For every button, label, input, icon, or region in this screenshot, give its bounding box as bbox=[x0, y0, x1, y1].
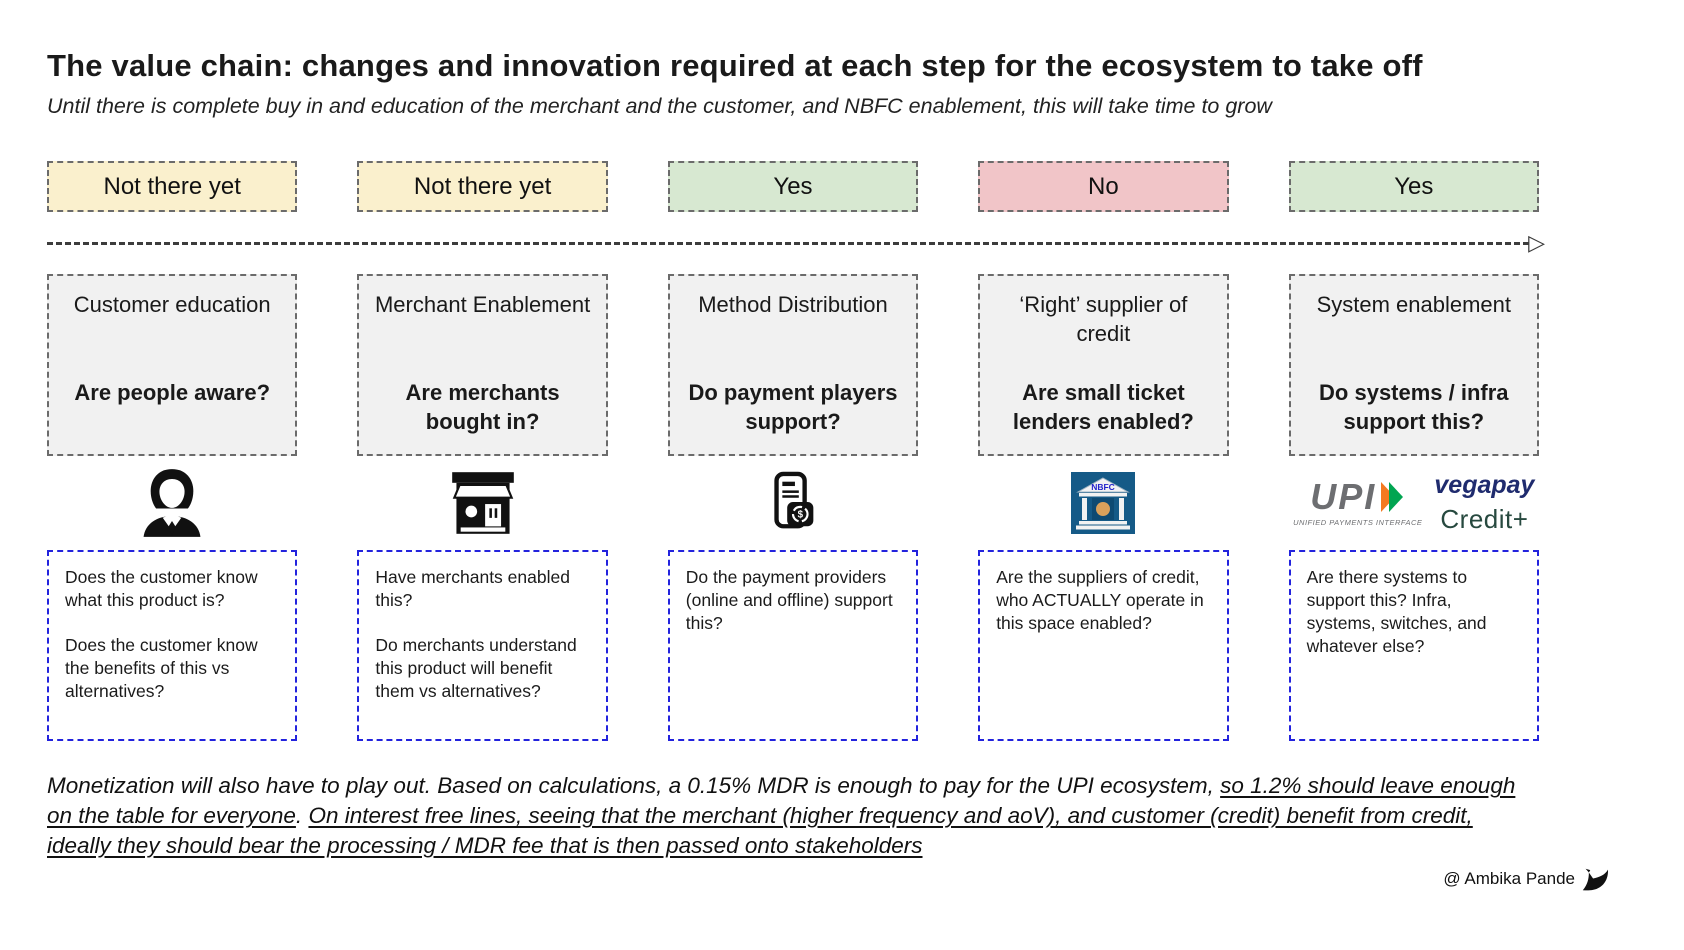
note-text: Do merchants understand this product wil… bbox=[375, 635, 577, 702]
creditplus-logo-text: Credit+ bbox=[1440, 504, 1529, 535]
note-text: Does the customer know what this product… bbox=[65, 567, 258, 611]
vegapay-logo-text: vegapay bbox=[1434, 471, 1535, 500]
monetization-underlined-2: On interest free lines, seeing that the … bbox=[47, 803, 1473, 859]
step-box-supplier-of-credit: ‘Right’ supplier of credit Are small tic… bbox=[978, 274, 1229, 456]
note-text: Do the payment providers (online and off… bbox=[685, 567, 893, 634]
status-badge-supplier-of-credit: No bbox=[978, 161, 1229, 212]
step-title: Method Distribution bbox=[698, 292, 888, 317]
status-badge-method-distribution: Yes bbox=[667, 161, 919, 212]
businesswoman-icon bbox=[143, 469, 201, 537]
upi-logo: UPI UNIFIED PAYMENTS INTERFACE bbox=[1293, 479, 1422, 527]
status-badge-label: Yes bbox=[773, 172, 813, 200]
page-subtitle: Until there is complete buy in and educa… bbox=[47, 94, 1272, 118]
status-badges-row: Not there yet Not there yet Yes No Yes bbox=[47, 161, 1539, 212]
step-box-customer-education: Customer education Are people aware? bbox=[47, 274, 298, 456]
step-box-method-distribution: Method Distribution Do payment players s… bbox=[667, 274, 919, 456]
monetization-plain-text: Monetization will also have to play out.… bbox=[47, 773, 1221, 799]
note-text: Are there systems to support this? Infra… bbox=[1306, 567, 1487, 657]
status-badge-label: Not there yet bbox=[103, 172, 241, 200]
detail-notes-row: Does the customer know what this product… bbox=[47, 550, 1539, 742]
upi-logo-text: UPI bbox=[1310, 476, 1377, 518]
step-title: System enablement bbox=[1316, 292, 1511, 317]
status-badge-merchant-enablement: Not there yet bbox=[357, 161, 608, 212]
upi-arrow-icon bbox=[1381, 482, 1404, 513]
bird-icon bbox=[1582, 868, 1609, 891]
system-logos-cell: UPI UNIFIED PAYMENTS INTERFACE vegapay C… bbox=[1289, 456, 1539, 550]
status-badge-label: No bbox=[1088, 172, 1119, 200]
payment-icon-cell: $ bbox=[668, 456, 918, 550]
step-boxes-row: Customer education Are people aware? Mer… bbox=[47, 274, 1539, 456]
monetization-note: Monetization will also have to play out.… bbox=[47, 771, 1539, 861]
step-title: Customer education bbox=[73, 292, 271, 317]
nbfc-label: NBFC bbox=[1092, 482, 1116, 492]
step-question: Do systems / infra support this? bbox=[1319, 380, 1509, 435]
nbfc-icon-cell: NBFC bbox=[978, 456, 1228, 550]
note-box-supplier-of-credit: Are the suppliers of credit, who ACTUALL… bbox=[978, 550, 1229, 742]
step-title: ‘Right’ supplier of credit bbox=[1019, 292, 1188, 347]
nbfc-bank-icon: NBFC bbox=[1071, 472, 1136, 534]
step-question: Are merchants bought in? bbox=[405, 380, 560, 435]
note-text: Are the suppliers of credit, who ACTUALL… bbox=[996, 567, 1204, 634]
note-box-customer-education: Does the customer know what this product… bbox=[47, 550, 298, 742]
value-chain-arrow: ▷ bbox=[47, 212, 1545, 274]
customer-icon-cell bbox=[47, 456, 297, 550]
status-badge-label: Yes bbox=[1394, 172, 1434, 200]
note-box-merchant-enablement: Have merchants enabled this? Do merchant… bbox=[357, 550, 608, 742]
monetization-separator: . bbox=[295, 803, 309, 829]
arrow-dashed-line bbox=[47, 241, 1530, 245]
mobile-payment-icon: $ bbox=[774, 471, 814, 529]
upi-tagline: UNIFIED PAYMENTS INTERFACE bbox=[1293, 518, 1423, 528]
step-box-merchant-enablement: Merchant Enablement Are merchants bought… bbox=[357, 274, 608, 456]
page-title: The value chain: changes and innovation … bbox=[47, 48, 1423, 83]
vegapay-logo: vegapay Credit+ bbox=[1434, 472, 1534, 534]
storefront-icon bbox=[451, 472, 514, 534]
step-question: Do payment players support? bbox=[688, 380, 898, 435]
step-box-system-enablement: System enablement Do systems / infra sup… bbox=[1288, 274, 1539, 456]
status-badge-customer-education: Not there yet bbox=[47, 161, 298, 212]
note-box-method-distribution: Do the payment providers (online and off… bbox=[667, 550, 919, 742]
status-badge-label: Not there yet bbox=[413, 172, 552, 200]
note-text: Does the customer know the benefits of t… bbox=[65, 635, 258, 702]
attribution: @ Ambika Pande bbox=[47, 865, 1609, 893]
dollar-glyph: $ bbox=[798, 510, 804, 521]
step-title: Merchant Enablement bbox=[374, 292, 591, 317]
note-text: Have merchants enabled this? bbox=[375, 567, 570, 611]
step-question: Are people aware? bbox=[74, 380, 271, 405]
icons-row: $ NBFC UPI UNIFIED PAYMENTS I bbox=[47, 456, 1539, 550]
note-box-system-enablement: Are there systems to support this? Infra… bbox=[1288, 550, 1539, 742]
merchant-icon-cell bbox=[357, 456, 607, 550]
monetization-underlined-1: so 1.2% should leave enough on the table… bbox=[47, 773, 1516, 829]
attribution-text: @ Ambika Pande bbox=[1443, 869, 1575, 889]
status-badge-system-enablement: Yes bbox=[1288, 161, 1539, 212]
step-question: Are small ticket lenders enabled? bbox=[1012, 380, 1194, 435]
